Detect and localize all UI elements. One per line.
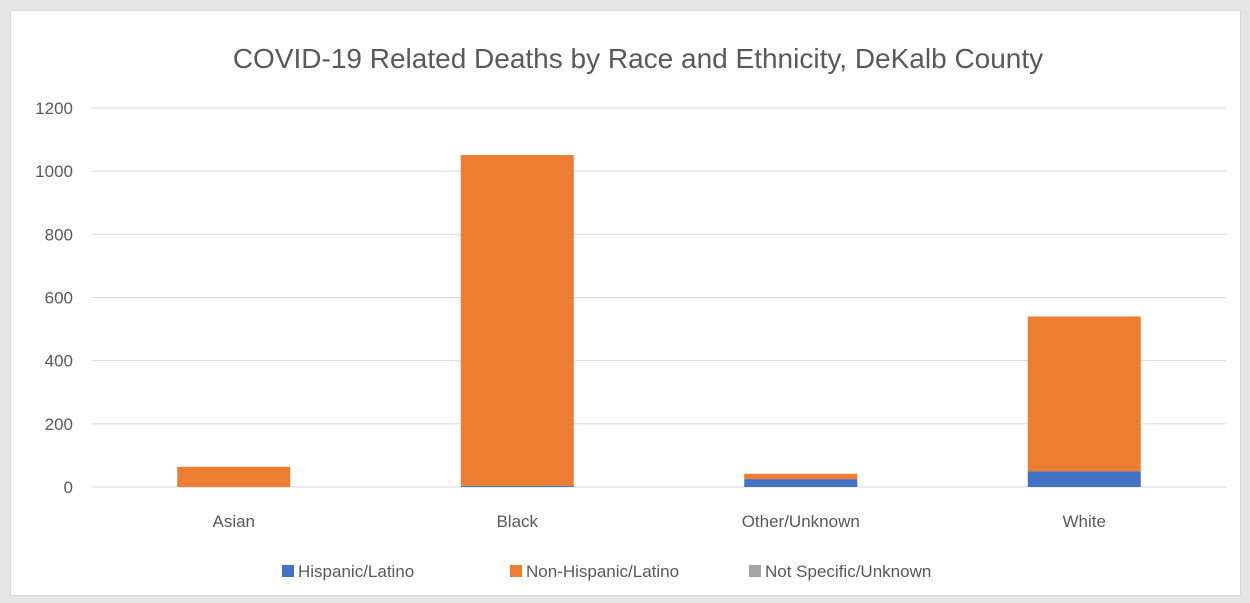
bar-other-unknown-series-1 (744, 473, 858, 480)
chart-title: COVID-19 Related Deaths by Race and Ethn… (233, 43, 1043, 74)
legend-label: Not Specific/Unknown (765, 562, 931, 581)
y-tick-label: 1200 (35, 99, 73, 118)
x-tick-label: Black (496, 512, 538, 531)
legend-label: Hispanic/Latino (298, 562, 414, 581)
bar-other-unknown-series-0 (744, 479, 858, 487)
y-tick-label: 800 (45, 225, 73, 244)
bar-asian-series-1 (177, 466, 291, 487)
bars (177, 155, 1141, 487)
legend: Hispanic/Latino Non-Hispanic/Latino Not Sp… (282, 562, 931, 581)
gridlines (92, 107, 1226, 488)
x-tick-label: White (1063, 512, 1106, 531)
y-tick-label: 0 (64, 478, 73, 497)
x-axis-ticks: Asian Black Other/Unknown White (212, 512, 1106, 531)
y-tick-label: 600 (45, 289, 73, 308)
x-tick-label: Asian (212, 512, 255, 531)
bar-black-series-1 (460, 155, 574, 486)
legend-label: Non-Hispanic/Latino (526, 562, 679, 581)
y-tick-label: 400 (45, 352, 73, 371)
y-axis-ticks: 0 200 400 600 800 1000 1200 (35, 99, 73, 497)
chart-card: COVID-19 Related Deaths by Race and Ethn… (10, 10, 1241, 596)
y-tick-label: 200 (45, 415, 73, 434)
x-tick-label: Other/Unknown (742, 512, 860, 531)
y-tick-label: 1000 (35, 162, 73, 181)
bar-chart: COVID-19 Related Deaths by Race and Ethn… (35, 43, 1226, 581)
bar-black-series-0 (460, 485, 574, 487)
legend-swatch (749, 565, 761, 577)
bar-white-series-0 (1027, 471, 1141, 487)
legend-swatch (282, 565, 294, 577)
legend-swatch (510, 565, 522, 577)
bar-white-series-1 (1027, 316, 1141, 472)
